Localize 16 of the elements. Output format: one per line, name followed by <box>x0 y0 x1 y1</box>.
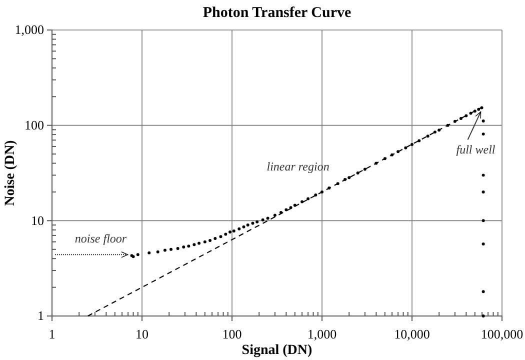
x-tick-label: 1,000 <box>307 326 337 342</box>
annotation: full well <box>456 142 496 157</box>
annotation: noise floor <box>74 232 127 246</box>
x-tick-label: 100,000 <box>480 326 524 342</box>
y-tick-label: 1,000 <box>14 22 44 38</box>
annotation: linear region <box>266 160 330 174</box>
y-tick-label: 100 <box>24 117 44 132</box>
x-tick-label: 10,000 <box>394 326 430 342</box>
x-axis-title: Signal (DN) <box>242 343 313 358</box>
y-tick-label: 1 <box>38 308 44 324</box>
y-tick-label: 10 <box>31 212 44 228</box>
x-tick-label: 10 <box>136 326 148 342</box>
x-tick-label: 1 <box>48 326 56 342</box>
chart-title: Photon Transfer Curve <box>202 5 352 21</box>
y-axis-title: Noise (DN) <box>3 140 18 206</box>
x-tick-label: 100 <box>222 326 242 342</box>
